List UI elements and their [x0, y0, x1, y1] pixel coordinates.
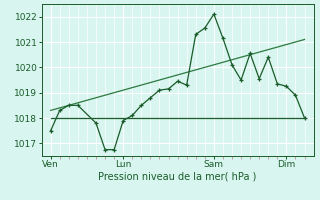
X-axis label: Pression niveau de la mer( hPa ): Pression niveau de la mer( hPa ): [99, 172, 257, 182]
